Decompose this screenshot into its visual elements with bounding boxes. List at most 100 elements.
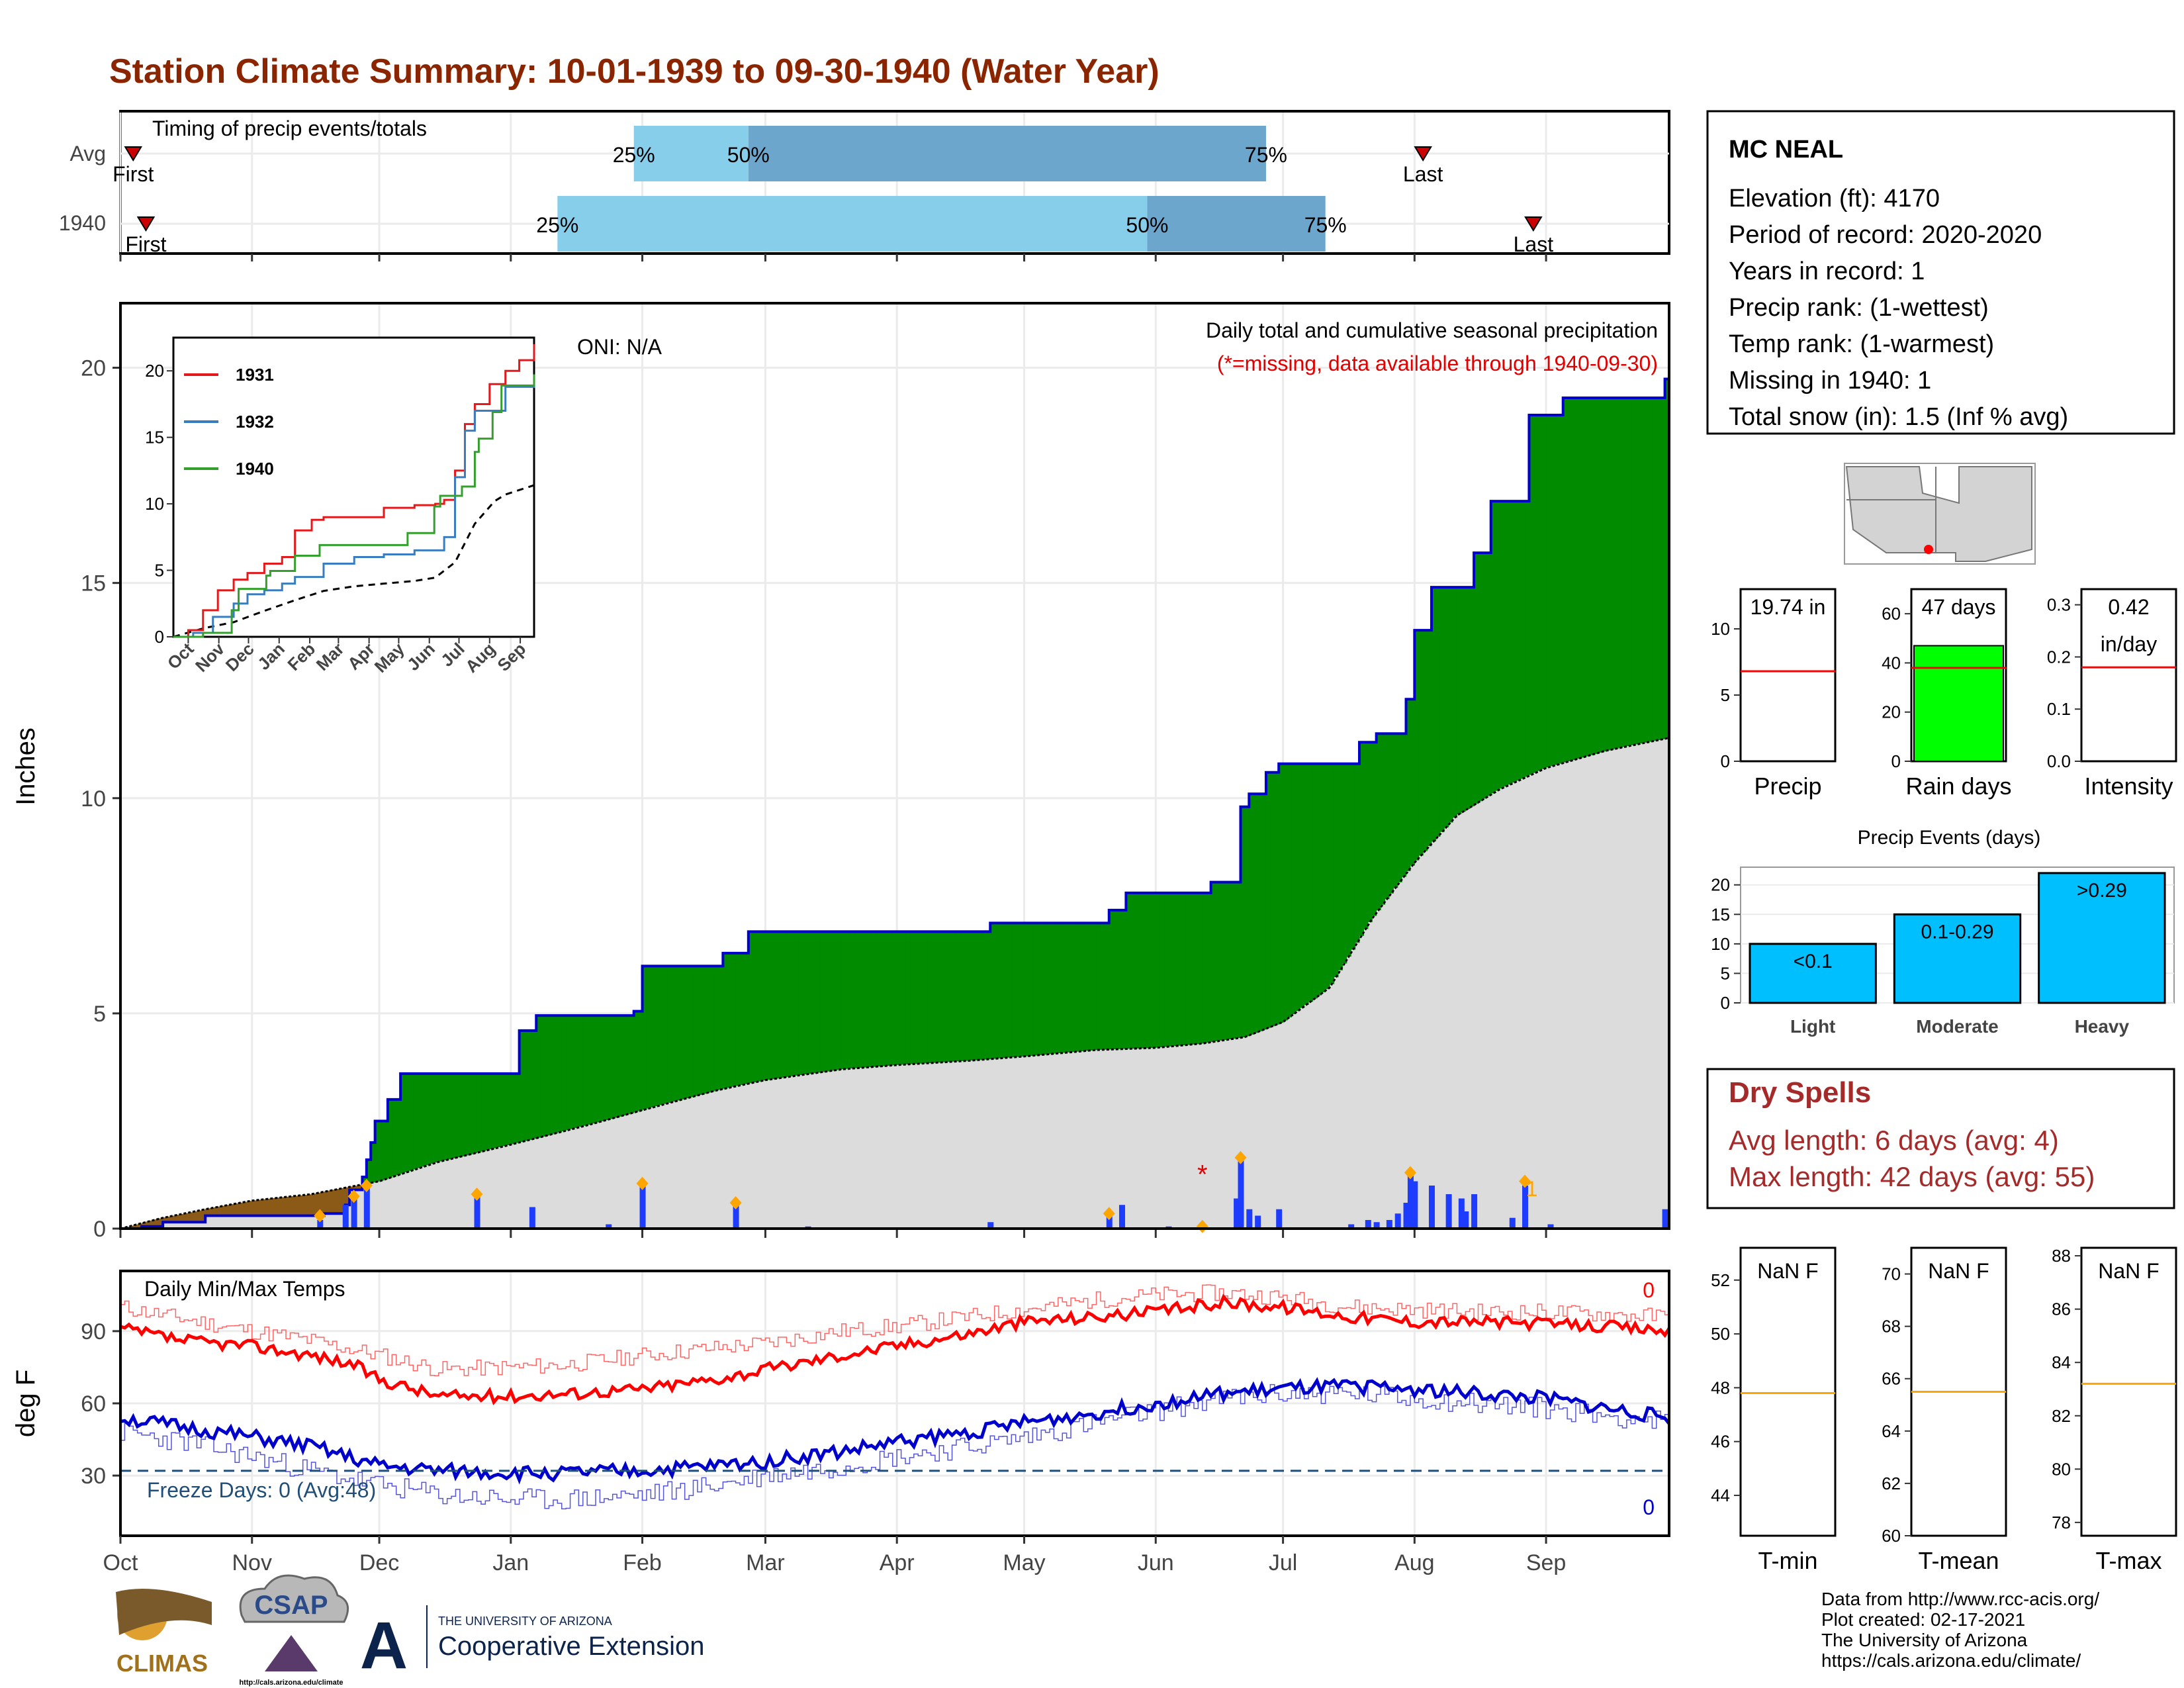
cumulative-diff-band (858, 931, 864, 1068)
dry-spells-frame (1706, 1068, 2175, 1209)
timing-last-marker (1524, 216, 1543, 232)
station-name: MC NEAL (1729, 136, 1843, 164)
cumulative-diff-band (298, 1195, 304, 1216)
ua-a-icon: A (360, 1609, 408, 1683)
events-bar-moderate (1893, 913, 2022, 1004)
temp-mini-tick-label: 44 (1711, 1485, 1730, 1505)
cumulative-diff-band (447, 1073, 452, 1160)
cumulative-diff-band (455, 1073, 461, 1158)
cumulative-diff-band (1058, 923, 1063, 1054)
precip-events-chart: Precip Events (days) 0 5 10 15 20 <0.1 Light 0.… (1711, 827, 2175, 1037)
cumulative-diff-band (981, 931, 987, 1060)
station-line-precip-rank: Precip rank: (1-wettest) (1729, 294, 1989, 322)
cumulative-diff-band (1359, 742, 1365, 936)
cumulative-diff-band (371, 1142, 376, 1183)
cumulative-diff-band (549, 1015, 554, 1135)
precip-annotation: 1 (1526, 1177, 1538, 1201)
cumulative-diff-band (1177, 892, 1182, 1046)
cumulative-diff-band (642, 966, 647, 1110)
daily-precip-bar-0 (317, 1219, 324, 1229)
cumulative-diff-band (862, 931, 868, 1068)
station-location-marker (1924, 545, 1933, 554)
cumulative-diff-band (1054, 923, 1059, 1054)
tmin-avg-line (120, 1383, 1670, 1510)
mini-tick-label: 0 (1721, 751, 1730, 771)
cumulative-diff-band (1168, 892, 1173, 1047)
cumulative-diff-band (880, 931, 885, 1066)
cumulative-diff-band (1647, 398, 1653, 742)
precip-y-label: Inches (11, 727, 40, 806)
ua-small-text: THE UNIVERSITY OF ARIZONA (438, 1615, 612, 1628)
cumulative-diff-band (748, 931, 753, 1084)
cumulative-diff-band (1406, 699, 1411, 871)
cumulative-diff-band (214, 1207, 219, 1216)
cumulative-diff-band (1427, 630, 1432, 847)
cumulative-diff-band (909, 931, 915, 1064)
cumulative-diff-band (1050, 923, 1055, 1055)
cumulative-diff-band (358, 1184, 363, 1190)
cumulative-diff-band (1007, 923, 1012, 1058)
cumulative-diff-band (1499, 501, 1504, 789)
cumulative-diff-band (142, 1223, 147, 1227)
cumulative-diff-band (1575, 398, 1580, 759)
cumulative-diff-band (1300, 763, 1305, 1008)
temp-mini-bars: 44 46 48 50 52 NaN F T-min 60 62 64 66 68 70 NaN F T-m… (1711, 1246, 2177, 1574)
tmax-1940-line (120, 1293, 1671, 1406)
mini-tick-label: 0 (1891, 751, 1901, 771)
cumulative-diff-band (956, 931, 961, 1062)
inset-tick-label-y-1: 5 (155, 561, 164, 581)
cumulative-diff-band (1563, 398, 1568, 763)
daily-precip-bar-26 (1412, 1181, 1418, 1229)
month-label-dec: Dec (359, 1550, 399, 1575)
cumulative-diff-band (1045, 923, 1050, 1055)
cumulative-diff-band (1431, 587, 1436, 842)
csap-url: http://cals.arizona.edu/climate (239, 1679, 343, 1687)
cumulative-diff-band (1338, 763, 1343, 970)
cumulative-diff-band (1283, 763, 1288, 1021)
cumulative-diff-band (1109, 910, 1114, 1050)
cumulative-diff-band (188, 1212, 193, 1223)
csap-wordmark: CSAP (254, 1591, 328, 1620)
cumulative-diff-band (494, 1073, 499, 1149)
event-diamond-8 (1234, 1150, 1247, 1164)
cumulative-diff-band (269, 1198, 274, 1216)
cumulative-diff-band (137, 1223, 142, 1229)
cumulative-diff-band (655, 966, 660, 1107)
cumulative-1940-line (120, 377, 1669, 1230)
oni-label: ONI: N/A (577, 335, 662, 359)
cumulative-diff-band (1559, 415, 1564, 764)
cumulative-diff-band (1474, 553, 1479, 804)
cumulative-diff-band (277, 1197, 283, 1216)
cumulative-diff-band (582, 1015, 588, 1126)
daily-precip-bar-20 (1365, 1219, 1371, 1229)
cumulative-diff-band (179, 1213, 185, 1223)
cumulative-diff-band (536, 1015, 541, 1138)
cumulative-diff-band (1588, 398, 1594, 755)
missing-day-marker: * (1197, 1160, 1208, 1190)
cumulative-diff-band (1529, 415, 1534, 775)
cumulative-diff-band (315, 1193, 320, 1216)
cumulative-diff-band (931, 931, 936, 1063)
cumulative-diff-band (302, 1195, 308, 1216)
cumulative-diff-band (1503, 501, 1508, 787)
cumulative-diff-band (1287, 763, 1293, 1017)
daily-precip-bar-28 (1445, 1194, 1452, 1229)
station-info-frame (1706, 110, 2175, 435)
cumulative-diff-band (714, 966, 719, 1091)
cumulative-diff-band (820, 931, 825, 1072)
timing-label: Timing of precip events/totals (152, 117, 427, 140)
cumulative-diff-band (756, 931, 762, 1082)
mini-tick-label: 5 (1721, 685, 1730, 705)
cumulative-diff-band (994, 923, 999, 1059)
cumulative-diff-band (1618, 398, 1623, 748)
cumulative-diff-band (1223, 882, 1228, 1041)
cumulative-diff-band (387, 1099, 392, 1178)
temp-mini-tick-label: 70 (1882, 1264, 1901, 1284)
cumulative-diff-band (969, 931, 974, 1061)
month-axis: Oct Nov Dec Jan Feb Mar Apr May Jun Jul Aug Sep (103, 1536, 1566, 1575)
cumulative-diff-band (1444, 587, 1449, 827)
cumulative-diff-band (990, 923, 995, 1059)
cumulative-diff-band (1580, 398, 1585, 758)
mini-axis-label-rain-days: Rain days (1905, 773, 2011, 800)
